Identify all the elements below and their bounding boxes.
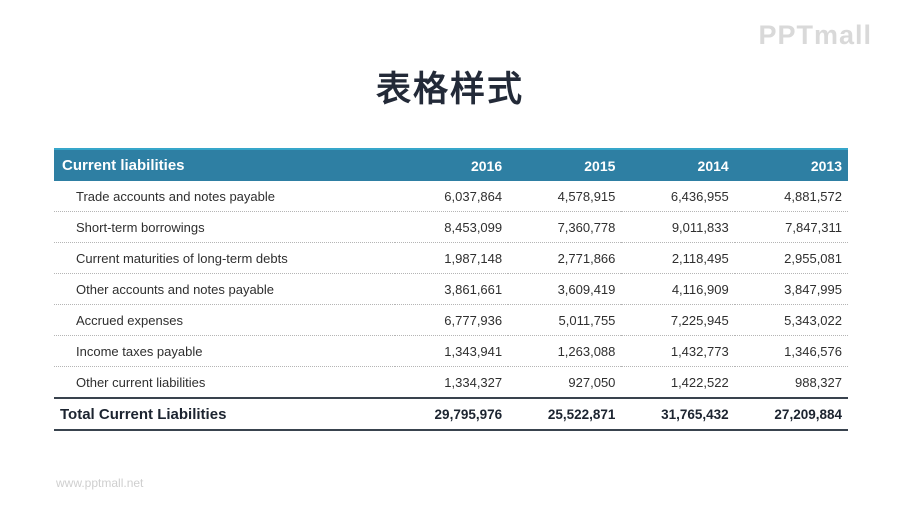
table-header-row: Current liabilities 2016 2015 2014 2013: [54, 148, 848, 181]
total-value: 25,522,871: [547, 406, 616, 422]
row-label: Trade accounts and notes payable: [76, 188, 275, 204]
row-label: Other current liabilities: [76, 374, 206, 390]
row-value: 7,225,945: [670, 312, 729, 328]
row-value: 988,327: [795, 374, 842, 390]
row-value: 1,343,941: [444, 343, 503, 359]
table-row: Current maturities of long-term debts 1,…: [54, 243, 848, 274]
row-value: 2,771,866: [557, 250, 616, 266]
header-year-2013: 2013: [734, 148, 848, 181]
row-value: 1,334,327: [444, 374, 503, 390]
row-value: 4,116,909: [671, 281, 729, 297]
pptmall-logo: PPTmall: [758, 20, 872, 50]
row-label: Short-term borrowings: [76, 219, 205, 235]
table-row: Short-term borrowings 8,453,099 7,360,77…: [54, 212, 848, 243]
row-label: Other accounts and notes payable: [76, 281, 275, 297]
footer-url: www.pptmall.net: [56, 476, 144, 490]
row-value: 5,343,022: [784, 312, 842, 328]
table-row: Accrued expenses 6,777,936 5,011,755 7,2…: [54, 305, 848, 336]
row-value: 6,777,936: [444, 312, 503, 328]
page-title: 表格样式: [375, 70, 524, 110]
row-label: Accrued expenses: [76, 312, 183, 328]
row-value: 4,578,915: [557, 188, 616, 204]
row-label: Current maturities of long-term debts: [76, 250, 288, 266]
header-label: Current liabilities: [54, 148, 395, 181]
row-value: 1,422,522: [670, 374, 729, 390]
row-value: 7,847,311: [785, 219, 842, 235]
row-value: 1,432,773: [670, 343, 729, 359]
liabilities-table: Current liabilities 2016 2015 2014 2013 …: [54, 148, 848, 431]
table-row: Income taxes payable 1,343,941 1,263,088…: [54, 336, 848, 367]
header-year-2014: 2014: [621, 148, 735, 181]
table-row: Trade accounts and notes payable 6,037,8…: [54, 181, 848, 212]
table-total-row: Total Current Liabilities 29,795,976 25,…: [54, 398, 848, 430]
row-value: 927,050: [568, 374, 616, 390]
row-value: 6,037,864: [444, 188, 503, 204]
row-label: Income taxes payable: [76, 343, 203, 359]
header-year-2016: 2016: [394, 148, 509, 181]
row-value: 6,436,955: [670, 188, 729, 204]
row-value: 3,609,419: [557, 281, 616, 297]
row-value: 7,360,778: [557, 219, 616, 235]
row-value: 1,987,148: [444, 250, 503, 266]
row-value: 2,118,495: [671, 250, 729, 266]
header-year-2015: 2015: [508, 148, 622, 181]
total-value: 27,209,884: [774, 406, 842, 422]
row-value: 1,263,088: [557, 343, 616, 359]
table-row: Other current liabilities 1,334,327 927,…: [54, 367, 848, 398]
total-value: 29,795,976: [434, 406, 503, 422]
row-value: 4,881,572: [784, 188, 842, 204]
row-value: 5,011,755: [558, 312, 616, 328]
total-label: Total Current Liabilities: [60, 405, 227, 423]
row-value: 1,346,576: [784, 343, 842, 359]
row-value: 3,861,661: [444, 281, 503, 297]
table-row: Other accounts and notes payable 3,861,6…: [54, 274, 848, 305]
row-value: 9,011,833: [671, 219, 729, 235]
total-value: 31,765,432: [661, 406, 729, 422]
row-value: 2,955,081: [784, 250, 842, 266]
row-value: 8,453,099: [444, 219, 503, 235]
row-value: 3,847,995: [784, 281, 842, 297]
